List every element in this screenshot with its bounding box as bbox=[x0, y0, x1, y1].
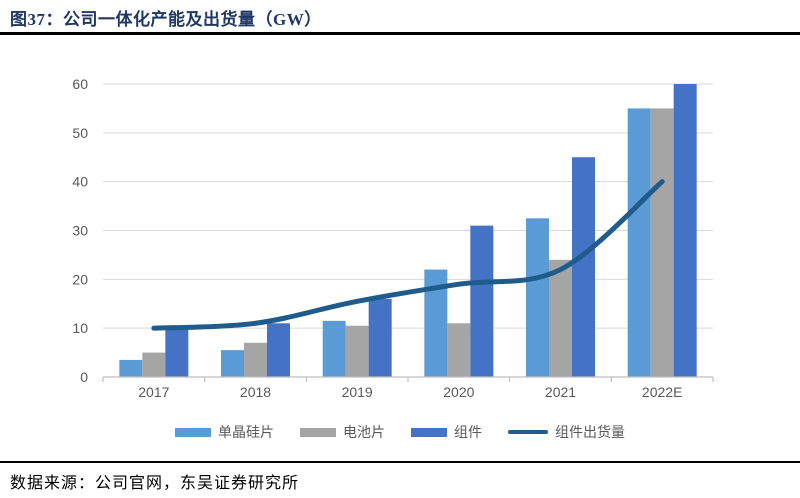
svg-text:10: 10 bbox=[72, 320, 88, 336]
bar bbox=[244, 342, 267, 377]
bar bbox=[165, 325, 189, 377]
legend-label-wafer: 单晶硅片 bbox=[218, 424, 274, 440]
bar bbox=[627, 108, 651, 378]
svg-text:2021: 2021 bbox=[545, 384, 576, 400]
chart-legend: 单晶硅片 电池片 组件 组件出货量 bbox=[0, 422, 800, 442]
legend-label-cell: 电池片 bbox=[343, 424, 385, 440]
y-axis-labels: 0 10 20 30 40 50 60 bbox=[72, 76, 88, 385]
cell-bars bbox=[142, 108, 674, 378]
legend-swatch-cell bbox=[300, 427, 336, 437]
bar bbox=[345, 325, 369, 377]
bar bbox=[673, 84, 697, 377]
legend-swatch-module bbox=[411, 427, 447, 437]
shipment-line bbox=[151, 179, 665, 331]
svg-text:2019: 2019 bbox=[342, 384, 373, 400]
svg-text:2017: 2017 bbox=[138, 384, 169, 400]
svg-text:20: 20 bbox=[72, 271, 88, 287]
legend-item-cell: 电池片 bbox=[300, 422, 385, 442]
data-source-note: 数据来源：公司官网，东吴证券研究所 bbox=[10, 475, 300, 492]
legend-label-shipment: 组件出货量 bbox=[555, 424, 625, 440]
legend-swatch-wafer bbox=[175, 427, 211, 437]
legend-line-marker bbox=[508, 430, 548, 434]
figure-title: 图37：公司一体化产能及出货量（GW） bbox=[10, 10, 322, 29]
bar bbox=[470, 225, 494, 377]
bar bbox=[142, 352, 166, 377]
bar bbox=[526, 218, 549, 377]
legend-item-shipment: 组件出货量 bbox=[508, 422, 625, 442]
bar bbox=[572, 157, 595, 377]
bar bbox=[119, 359, 143, 377]
bar bbox=[447, 323, 471, 377]
x-axis-labels: 2017 2018 2019 2020 2021 2022E bbox=[138, 384, 682, 400]
bar bbox=[650, 108, 674, 378]
x-axis bbox=[102, 376, 714, 382]
bar bbox=[424, 269, 448, 377]
svg-text:2018: 2018 bbox=[240, 384, 271, 400]
svg-text:30: 30 bbox=[72, 223, 88, 239]
svg-text:2022E: 2022E bbox=[642, 384, 682, 400]
bar bbox=[267, 323, 290, 377]
svg-text:40: 40 bbox=[72, 174, 88, 190]
svg-text:50: 50 bbox=[72, 125, 88, 141]
svg-text:2020: 2020 bbox=[443, 384, 474, 400]
legend-item-wafer: 单晶硅片 bbox=[175, 422, 274, 442]
bar bbox=[322, 320, 346, 377]
legend-label-module: 组件 bbox=[454, 424, 482, 440]
bar bbox=[221, 350, 244, 377]
legend-item-module: 组件 bbox=[411, 422, 482, 442]
title-rule bbox=[0, 32, 800, 35]
svg-text:0: 0 bbox=[80, 369, 88, 385]
bar bbox=[549, 259, 572, 377]
module-bars bbox=[165, 84, 697, 377]
bar bbox=[368, 298, 392, 377]
svg-text:60: 60 bbox=[72, 76, 88, 92]
wafer-bars bbox=[119, 108, 651, 378]
footer-rule bbox=[0, 461, 800, 463]
